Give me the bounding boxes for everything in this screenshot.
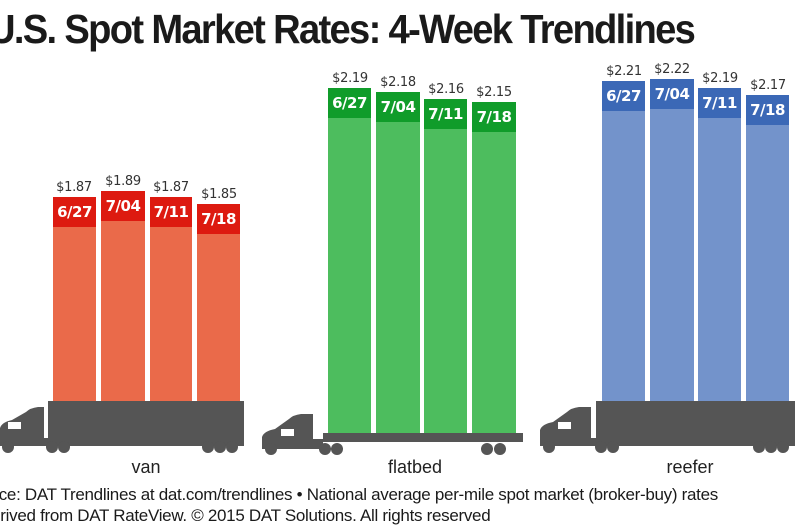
flatbed-truck-icon [262, 414, 523, 455]
bar-reefer-7-04: 7/04 [650, 79, 694, 401]
category-label-flatbed: flatbed [387, 457, 443, 477]
bar-value: $1.87 [153, 180, 189, 195]
bar-date-label: 7/18 [197, 204, 240, 234]
bar-value: $2.18 [380, 75, 416, 90]
bar-reefer-7-18: 7/18 [746, 95, 789, 401]
bar-value: $1.87 [56, 180, 92, 195]
bar-flatbed-7-11: 7/11 [424, 99, 467, 434]
bar-value: $1.89 [105, 174, 141, 189]
source-note-line-2: derived from DAT RateView. © 2015 DAT So… [0, 506, 491, 525]
bar-date-label: 7/18 [746, 95, 789, 125]
bar-van-6-27: 6/27 [53, 197, 96, 401]
bar-date-label: 7/04 [101, 191, 145, 221]
bar-reefer-6-27: 6/27 [602, 81, 645, 401]
source-note-line-1: Source: DAT Trendlines at dat.com/trendl… [0, 485, 718, 504]
bar-value: $2.15 [476, 85, 512, 100]
bar-value: $1.85 [201, 187, 237, 202]
bar-value: $2.17 [750, 78, 786, 93]
reefer-truck-icon [540, 401, 795, 453]
bar-value: $2.21 [606, 64, 642, 79]
bar-value: $2.22 [654, 62, 690, 77]
bar-van-7-04: 7/04 [101, 191, 145, 401]
van-truck-icon [0, 401, 244, 453]
bar-date-label: 7/11 [698, 88, 741, 118]
bar-value: $2.19 [332, 71, 368, 86]
bar-value: $2.16 [428, 82, 464, 97]
bar-date-label: 6/27 [328, 88, 371, 118]
bar-van-7-11: 7/11 [150, 197, 192, 401]
bar-date-label: 7/18 [472, 102, 516, 132]
category-label-reefer: reefer [666, 457, 714, 477]
bar-date-label: 7/04 [650, 79, 694, 109]
bar-flatbed-6-27: 6/27 [328, 88, 371, 434]
bar-flatbed-7-18: 7/18 [472, 102, 516, 434]
bar-date-label: 6/27 [602, 81, 645, 111]
bar-van-7-18: 7/18 [197, 204, 240, 401]
bar-value: $2.19 [702, 71, 738, 86]
bar-flatbed-7-04: 7/04 [376, 92, 420, 434]
bar-date-label: 6/27 [53, 197, 96, 227]
bar-date-label: 7/11 [150, 197, 192, 227]
category-label-van: van [131, 457, 161, 477]
bar-reefer-7-11: 7/11 [698, 88, 741, 401]
bar-date-label: 7/04 [376, 92, 420, 122]
chart-title: U.S. Spot Market Rates: 4-Week Trendline… [0, 6, 696, 52]
bar-date-label: 7/11 [424, 99, 467, 129]
